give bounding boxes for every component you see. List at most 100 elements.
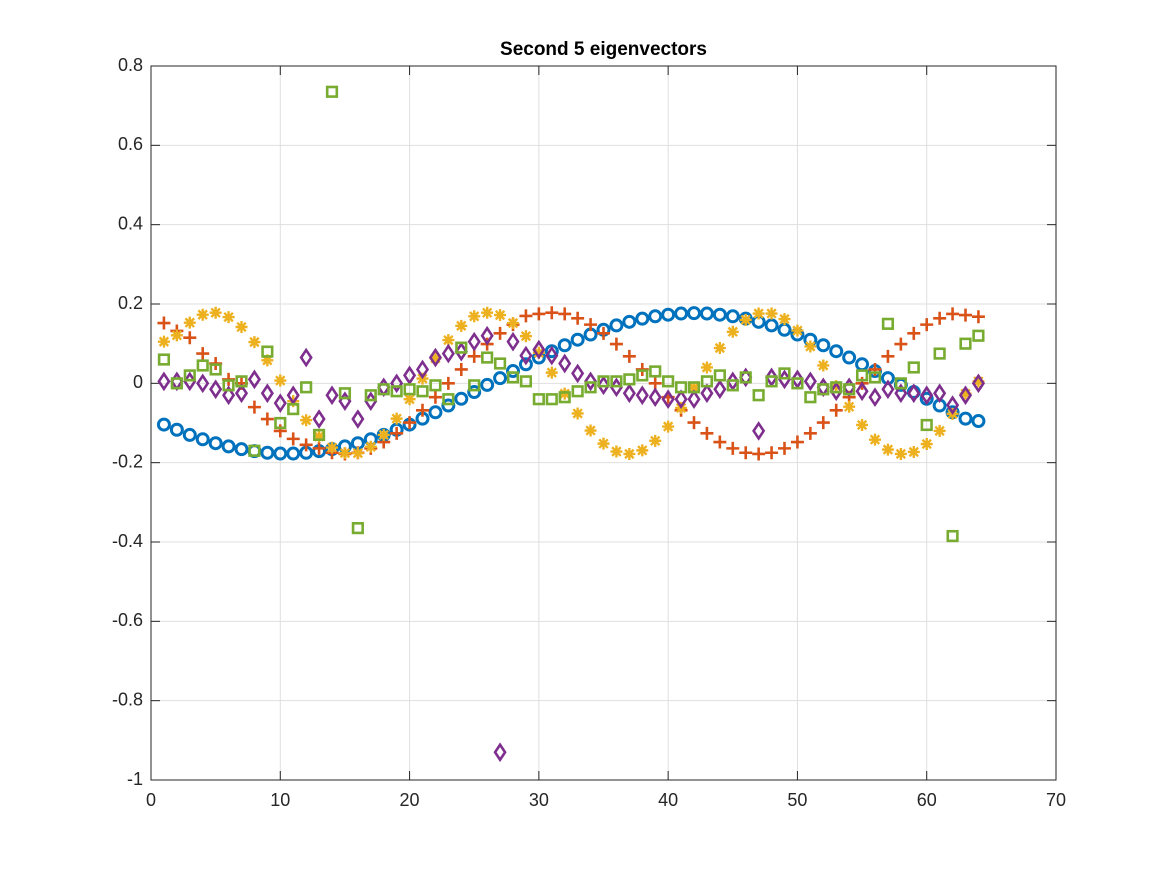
point	[506, 364, 520, 379]
point	[816, 416, 830, 430]
point	[222, 385, 236, 406]
point	[687, 389, 701, 410]
point	[493, 326, 507, 340]
point	[222, 379, 235, 392]
point	[338, 387, 352, 400]
point	[894, 337, 908, 351]
point	[558, 391, 571, 404]
point	[661, 389, 675, 410]
x-tick-label: 50	[787, 790, 807, 810]
point	[881, 379, 895, 400]
point	[636, 369, 649, 382]
point	[274, 416, 287, 430]
point	[739, 367, 753, 388]
y-tick-label: 0.2	[118, 293, 143, 313]
point	[454, 341, 468, 362]
point	[765, 307, 778, 320]
point	[584, 318, 598, 332]
point	[506, 371, 520, 384]
point	[299, 347, 313, 368]
point	[688, 381, 700, 394]
point	[609, 318, 624, 333]
point	[920, 385, 934, 406]
point	[894, 447, 907, 460]
point	[274, 374, 287, 387]
point	[221, 439, 236, 454]
point	[442, 334, 455, 347]
point	[700, 426, 714, 440]
point	[532, 346, 545, 359]
point	[713, 435, 727, 449]
plot-area	[151, 66, 1056, 780]
point	[958, 385, 973, 406]
point	[506, 331, 520, 352]
point	[428, 390, 442, 404]
point	[778, 313, 791, 326]
point	[170, 377, 183, 390]
point	[571, 385, 584, 398]
point	[351, 409, 365, 429]
point	[468, 379, 481, 392]
point	[441, 376, 455, 390]
point	[752, 447, 766, 461]
point	[958, 411, 973, 426]
point	[971, 373, 985, 394]
point	[610, 375, 623, 388]
point	[816, 338, 831, 353]
y-tick-label: -1	[127, 769, 143, 789]
x-tick-label: 20	[400, 790, 420, 810]
point	[313, 430, 326, 443]
point	[196, 308, 209, 321]
point	[622, 383, 636, 404]
point	[519, 345, 533, 366]
point	[312, 409, 326, 429]
point	[804, 391, 817, 404]
point	[157, 371, 171, 392]
point	[726, 379, 739, 392]
point	[584, 424, 597, 437]
y-tick-label: -0.6	[112, 610, 143, 630]
point	[377, 383, 390, 396]
point	[248, 336, 261, 349]
point	[467, 385, 482, 400]
series	[157, 325, 985, 763]
point	[454, 362, 468, 376]
point	[519, 375, 533, 388]
point	[920, 318, 934, 332]
point	[571, 311, 585, 325]
point	[920, 438, 933, 451]
point	[856, 418, 869, 431]
point	[545, 393, 558, 406]
point	[532, 393, 545, 406]
point	[571, 363, 585, 384]
point	[209, 379, 223, 400]
point	[390, 385, 403, 398]
point	[351, 447, 364, 460]
point	[972, 329, 985, 342]
point	[415, 359, 430, 380]
chart-title: Second 5 eigenvectors	[500, 39, 707, 60]
point	[480, 377, 495, 392]
point	[881, 317, 895, 330]
y-tick-label: 0.8	[118, 55, 143, 75]
point	[403, 365, 417, 386]
point	[946, 529, 959, 543]
point	[364, 389, 377, 402]
point	[946, 307, 960, 321]
point	[907, 383, 921, 404]
point	[907, 361, 920, 374]
point	[467, 349, 481, 363]
point	[326, 441, 338, 454]
point	[234, 442, 249, 457]
point	[959, 308, 972, 322]
point	[260, 445, 275, 460]
point	[700, 361, 713, 374]
point	[596, 375, 611, 396]
point	[713, 379, 727, 400]
point	[764, 318, 779, 333]
point	[507, 317, 519, 330]
point	[235, 321, 248, 334]
point	[725, 309, 740, 324]
